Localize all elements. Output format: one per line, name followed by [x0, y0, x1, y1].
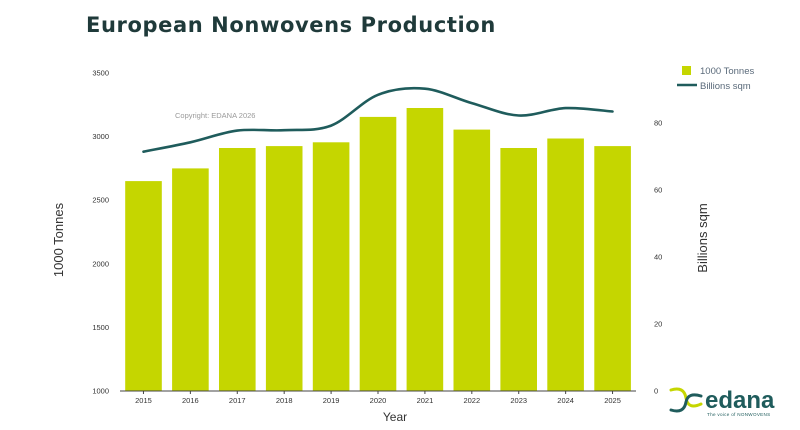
line-point-2023: [517, 114, 520, 117]
y2-tick-label: 20: [654, 320, 662, 329]
legend-bar-label: 1000 Tonnes: [700, 66, 754, 77]
y-tick-label: 1500: [92, 323, 109, 332]
line-point-2020: [377, 94, 379, 96]
y-tick-label: 1000: [92, 387, 109, 396]
y2-tick-label: 80: [654, 119, 662, 128]
copyright-annotation: Copyright: EDANA 2026: [175, 111, 255, 120]
line-point-2021: [424, 87, 426, 90]
x-tick-label: 2021: [417, 396, 434, 405]
line-point-2016: [189, 141, 192, 144]
line-point-2018: [283, 129, 286, 131]
x-tick-label: 2023: [510, 396, 527, 405]
y-axis-label: 1000 Tonnes: [51, 202, 66, 277]
line-point-2024: [564, 107, 567, 109]
logo-mark-teal: [669, 393, 703, 413]
y-tick-label: 2000: [92, 259, 109, 268]
axes-layer: 2015 2016 2017 2018 2019 2020 2021 2022 2023 2024…: [92, 69, 662, 406]
x-tick-label: 2019: [323, 396, 340, 405]
chart-title: European Nonwovens Production: [86, 13, 496, 37]
x-axis-label: Year: [383, 410, 407, 424]
x-tick-label: 2020: [370, 396, 387, 405]
logo-tagline: The voice of NONWOVENS: [707, 412, 771, 417]
bar-2015: [125, 181, 162, 391]
bar-2018: [265, 146, 303, 391]
y-tick-label: 3000: [92, 132, 109, 141]
x-tick-label: 2016: [182, 396, 199, 405]
x-tick-label: 2017: [229, 396, 246, 405]
bar-2023: [500, 148, 537, 391]
edana-logo: edana The voice of NONWOVENS: [669, 387, 775, 417]
logo-wordmark: edana: [705, 387, 775, 414]
y2-tick-label: 60: [654, 186, 662, 195]
bar-2020: [359, 116, 397, 392]
y-tick-label: 2500: [92, 196, 109, 205]
legend: 1000 Tonnes Billions sqm: [677, 66, 754, 92]
line-layer: [142, 86, 614, 153]
y-tick-label: 3500: [92, 69, 109, 78]
x-tick-label: 2015: [135, 396, 152, 405]
bars-layer: [125, 108, 631, 392]
bar-2019: [312, 142, 350, 391]
line-point-2017: [236, 129, 239, 132]
x-tick-label: 2018: [276, 396, 293, 405]
bar-2025: [594, 146, 631, 391]
line-point-2019: [330, 124, 332, 127]
bar-2022: [453, 129, 491, 391]
legend-bar-swatch: [682, 66, 691, 75]
y2-axis-label: Billions sqm: [695, 203, 710, 272]
bar-2016: [172, 168, 209, 391]
line-point-2025: [611, 110, 614, 113]
bar-2024: [547, 138, 584, 391]
legend-line-label: Billions sqm: [700, 81, 751, 92]
bar-2021: [406, 108, 444, 391]
x-tick-label: 2025: [604, 396, 621, 405]
bar-2017: [219, 148, 256, 391]
x-tick-label: 2022: [463, 396, 480, 405]
y2-tick-label: 0: [654, 387, 658, 396]
line-point-2022: [471, 102, 473, 104]
line-point-2015: [142, 150, 145, 153]
y2-tick-label: 40: [654, 253, 662, 262]
x-tick-label: 2024: [557, 396, 574, 405]
